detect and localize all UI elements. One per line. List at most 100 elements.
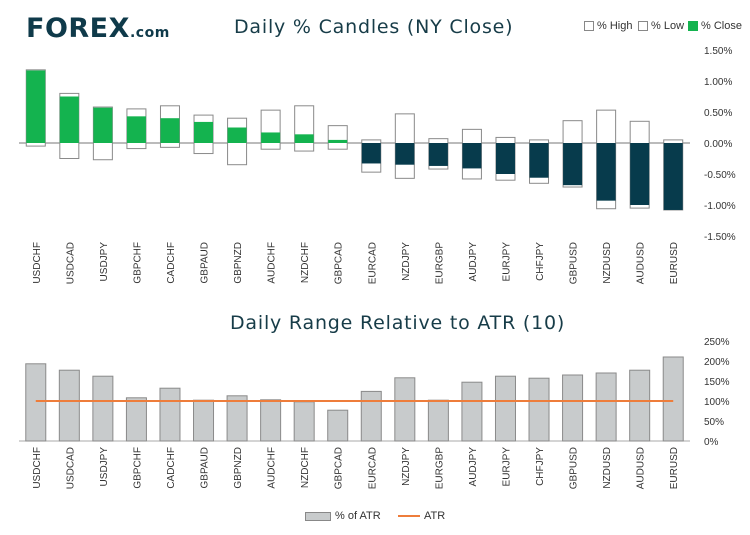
atr-bar-audusd xyxy=(629,369,651,442)
candle-close-eurcad xyxy=(361,143,381,164)
candles-x-label-eurcad: EURCAD xyxy=(367,242,378,284)
candle-close-gbpaud xyxy=(194,121,214,143)
atr-bar-gbpaud xyxy=(193,399,215,442)
legend-pct-atr-label: % of ATR xyxy=(335,510,381,522)
atr-bar-audjpy xyxy=(461,381,483,442)
atr-x-label-eurcad: EURCAD xyxy=(367,447,378,489)
candle-close-gbpnzd xyxy=(227,127,247,143)
candles-x-label-eurjpy: EURJPY xyxy=(501,242,512,282)
atr-bar-nzdusd xyxy=(595,372,617,442)
atr-bar-usdjpy xyxy=(92,375,114,442)
atr-bar-cadchf xyxy=(159,387,181,442)
candle-close-usdcad xyxy=(59,96,79,143)
atr-bar-eurgbp xyxy=(427,399,449,442)
legend-low-label: % Low xyxy=(651,20,685,32)
atr-y-tick-1: 200% xyxy=(704,357,730,368)
atr-bar-usdchf xyxy=(25,363,47,442)
atr-bar-eurusd xyxy=(662,356,684,442)
candle-close-audjpy xyxy=(462,143,482,169)
legend-pct-atr-swatch xyxy=(305,511,331,521)
atr-bar-gbpchf xyxy=(125,397,147,442)
atr-x-label-gbpcad: GBPCAD xyxy=(334,447,345,489)
candles-x-label-gbpcad: GBPCAD xyxy=(334,242,345,284)
atr-bar-chfjpy xyxy=(528,377,550,442)
atr-bar-nzdchf xyxy=(293,401,315,442)
atr-x-label-eurusd: EURUSD xyxy=(669,447,680,489)
atr-x-label-audchf: AUDCHF xyxy=(267,447,278,489)
atr-y-tick-5: 0% xyxy=(704,437,719,448)
candle-close-gbpcad xyxy=(328,139,348,143)
atr-x-label-gbpaud: GBPAUD xyxy=(200,447,211,489)
candle-close-gbpusd xyxy=(563,143,583,186)
atr-y-tick-4: 50% xyxy=(704,417,724,428)
legend-close-swatch xyxy=(688,21,698,31)
atr-x-label-eurgbp: EURGBP xyxy=(434,447,445,490)
candles-x-label-audusd: AUDUSD xyxy=(636,242,647,284)
candle-close-gbpchf xyxy=(126,116,146,143)
atr-chart-title: Daily Range Relative to ATR (10) xyxy=(230,312,566,334)
atr-x-label-gbpusd: GBPUSD xyxy=(569,447,580,489)
atr-bar-eurjpy xyxy=(494,375,516,442)
legend-pct-atr: % of ATR xyxy=(305,510,381,522)
candles-x-label-nzdusd: NZDUSD xyxy=(602,242,613,284)
legend-low-swatch xyxy=(638,21,648,31)
candles-x-label-audjpy: AUDJPY xyxy=(468,242,479,282)
atr-bar-eurcad xyxy=(360,390,382,442)
atr-x-label-usdchf: USDCHF xyxy=(32,447,43,489)
candle-range-nzdchf xyxy=(294,105,315,152)
candles-y-tick-4: -0.50% xyxy=(704,170,736,181)
atr-x-label-nzdjpy: NZDJPY xyxy=(401,447,412,486)
candle-close-cadchf xyxy=(160,118,180,143)
legend-high-label: % High xyxy=(597,20,633,32)
brand-logo: FOREX.com xyxy=(26,13,170,44)
candle-close-eurusd xyxy=(663,143,683,210)
candles-x-label-eurusd: EURUSD xyxy=(669,242,680,284)
legend-close-label: % Close xyxy=(701,20,742,32)
candle-close-eurjpy xyxy=(495,143,515,174)
atr-bar-usdcad xyxy=(58,369,80,442)
candle-close-audchf xyxy=(261,132,281,143)
candle-close-audusd xyxy=(630,143,650,205)
legend-low: % Low xyxy=(638,20,684,32)
candle-close-nzdjpy xyxy=(395,143,415,165)
candles-x-label-gbpusd: GBPUSD xyxy=(569,242,580,284)
atr-y-tick-2: 150% xyxy=(704,377,730,388)
candle-range-audchf xyxy=(260,109,281,150)
atr-x-label-nzdchf: NZDCHF xyxy=(300,447,311,488)
atr-bar-gbpcad xyxy=(327,409,349,442)
candles-x-label-audchf: AUDCHF xyxy=(267,242,278,284)
atr-x-label-nzdusd: NZDUSD xyxy=(602,447,613,489)
candle-close-chfjpy xyxy=(529,143,549,178)
candles-x-label-cadchf: CADCHF xyxy=(166,242,177,284)
candles-x-label-chfjpy: CHFJPY xyxy=(535,242,546,281)
candle-close-usdchf xyxy=(26,70,46,143)
atr-x-label-usdcad: USDCAD xyxy=(65,447,76,489)
candle-close-eurgbp xyxy=(428,143,448,166)
atr-x-label-usdjpy: USDJPY xyxy=(99,447,110,487)
atr-bar-audchf xyxy=(260,399,282,442)
candles-y-tick-0: 1.50% xyxy=(704,46,732,57)
candles-y-tick-6: -1.50% xyxy=(704,232,736,243)
atr-bar-gbpnzd xyxy=(226,395,248,442)
candles-x-label-nzdchf: NZDCHF xyxy=(300,242,311,283)
legend-high-swatch xyxy=(584,21,594,31)
atr-x-label-chfjpy: CHFJPY xyxy=(535,447,546,486)
atr-y-tick-0: 250% xyxy=(704,337,730,348)
legend-high: % High xyxy=(584,20,632,32)
candles-y-tick-2: 0.50% xyxy=(704,108,732,119)
candles-chart-title: Daily % Candles (NY Close) xyxy=(234,16,514,38)
atr-x-label-audjpy: AUDJPY xyxy=(468,447,479,487)
atr-x-label-eurjpy: EURJPY xyxy=(501,447,512,487)
candles-x-label-usdjpy: USDJPY xyxy=(99,242,110,282)
candles-x-label-gbpaud: GBPAUD xyxy=(200,242,211,284)
candles-x-label-gbpnzd: GBPNZD xyxy=(233,242,244,284)
atr-bar-nzdjpy xyxy=(394,377,416,442)
candle-close-nzdusd xyxy=(596,143,616,201)
brand-name: FOREX xyxy=(26,13,130,44)
candles-y-tick-1: 1.00% xyxy=(704,77,732,88)
legend-atr: ATR xyxy=(398,510,445,522)
candle-close-nzdchf xyxy=(294,134,314,143)
candles-x-label-usdcad: USDCAD xyxy=(65,242,76,284)
legend-close: % Close xyxy=(688,20,742,32)
